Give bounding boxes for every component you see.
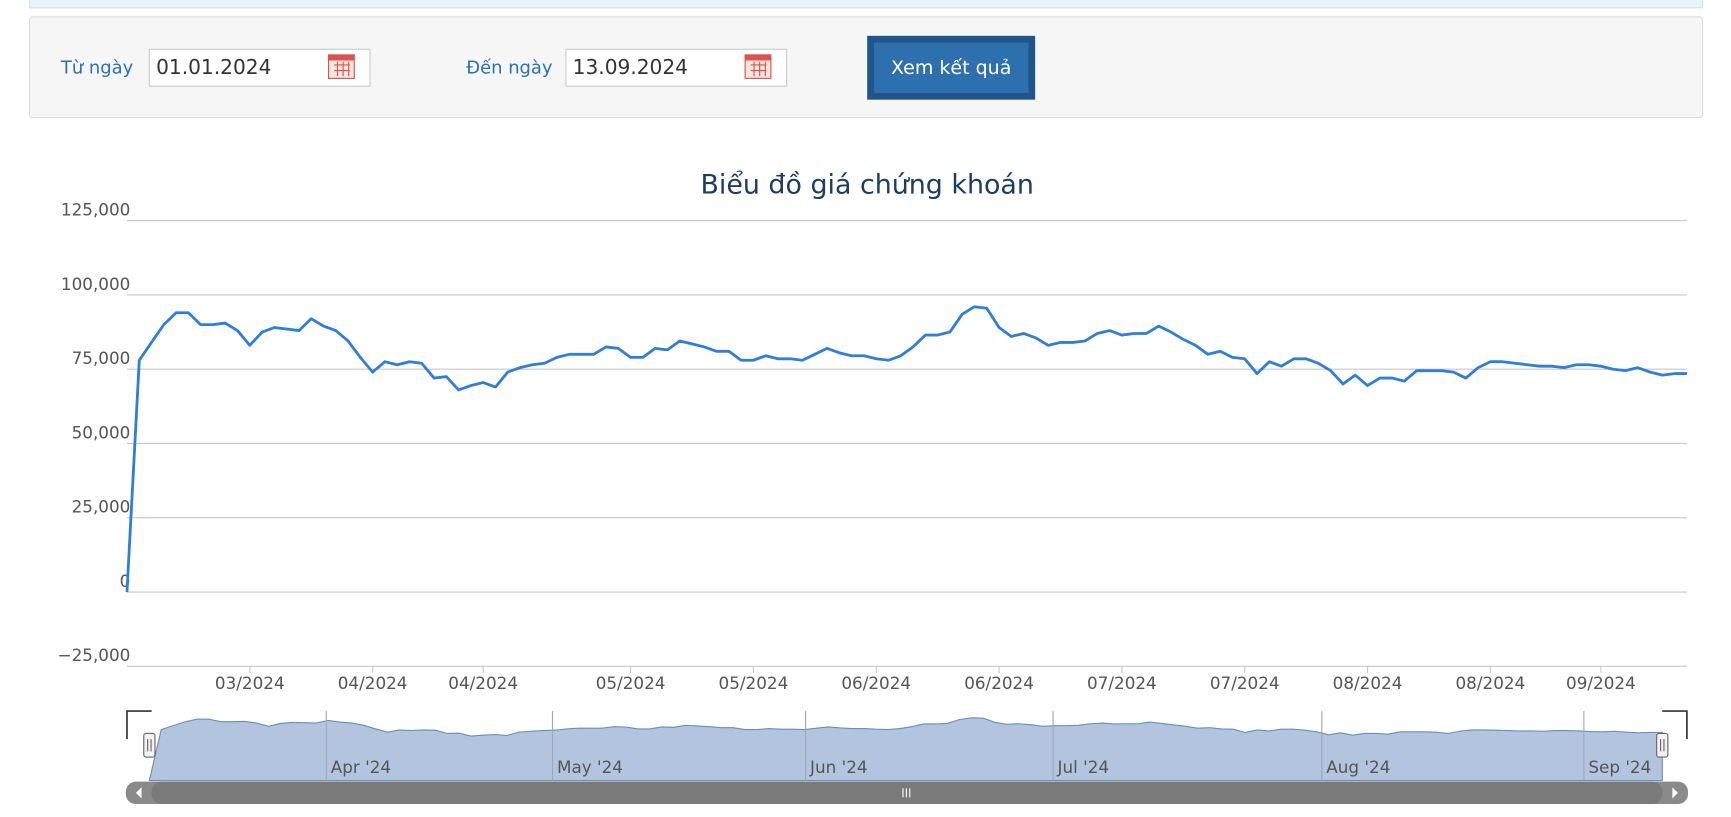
y-tick-label: 100,000 <box>61 274 130 294</box>
navigator-handle[interactable] <box>143 732 156 758</box>
navigator-label: Apr '24 <box>331 757 391 777</box>
x-tick-label: 08/2024 <box>1456 673 1526 693</box>
navigator-label: Jun '24 <box>809 757 868 777</box>
scroll-left[interactable] <box>135 787 142 799</box>
x-tick-label: 06/2024 <box>841 673 911 693</box>
submit-button-face <box>873 42 1029 93</box>
y-tick-label: 125,000 <box>61 200 130 220</box>
to-label: Đến ngày <box>466 57 553 78</box>
navigator-handle[interactable] <box>1656 732 1669 758</box>
navigator-label: Jul '24 <box>1057 757 1110 777</box>
x-tick-label: 04/2024 <box>338 673 408 693</box>
x-tick-label: 06/2024 <box>964 673 1034 693</box>
x-tick-label: 05/2024 <box>596 673 666 693</box>
thumb-grip <box>902 788 911 798</box>
scroll-right[interactable] <box>1672 787 1678 799</box>
x-tick-label: 03/2024 <box>215 673 285 693</box>
filter-panel <box>28 16 1704 119</box>
x-tick-label: 04/2024 <box>448 673 518 693</box>
to-value: 13.09.2024 <box>573 55 688 79</box>
x-tick-label: 07/2024 <box>1210 673 1280 693</box>
navigator-label: Sep '24 <box>1588 757 1651 777</box>
from-label: Từ ngày <box>60 57 134 78</box>
y-tick-label: −25,000 <box>58 645 131 665</box>
x-tick-label: 08/2024 <box>1333 673 1403 693</box>
handle-grip <box>147 739 152 752</box>
y-tick-label: 75,000 <box>72 348 131 368</box>
navigator-label: Aug '24 <box>1326 757 1390 777</box>
x-tick-label: 05/2024 <box>719 673 789 693</box>
y-tick-label: 50,000 <box>72 422 131 442</box>
submit-label: Xem kết quả <box>891 57 1011 79</box>
top-bar <box>28 0 1704 9</box>
x-tick-label: 07/2024 <box>1087 673 1157 693</box>
y-tick-label: 0 <box>120 571 131 591</box>
navigator-frame <box>126 710 1688 740</box>
calendar-icon[interactable] <box>744 54 772 79</box>
x-tick-label: 09/2024 <box>1566 673 1636 693</box>
calendar-icon[interactable] <box>327 54 355 79</box>
chart: −25,000 25,000 50,000 75,000 100,000 125,000 0… <box>58 200 1689 805</box>
chart-title: Biểu đồ giá chứng khoán <box>700 169 1033 200</box>
handle-grip <box>1660 739 1665 752</box>
scrollbar-thumb[interactable] <box>151 781 1663 805</box>
from-value: 01.01.2024 <box>156 55 271 79</box>
y-tick-label: 25,000 <box>72 497 131 517</box>
navigator-label: May '24 <box>557 757 623 777</box>
navigator-area <box>148 717 1663 782</box>
price-line <box>125 305 1687 593</box>
